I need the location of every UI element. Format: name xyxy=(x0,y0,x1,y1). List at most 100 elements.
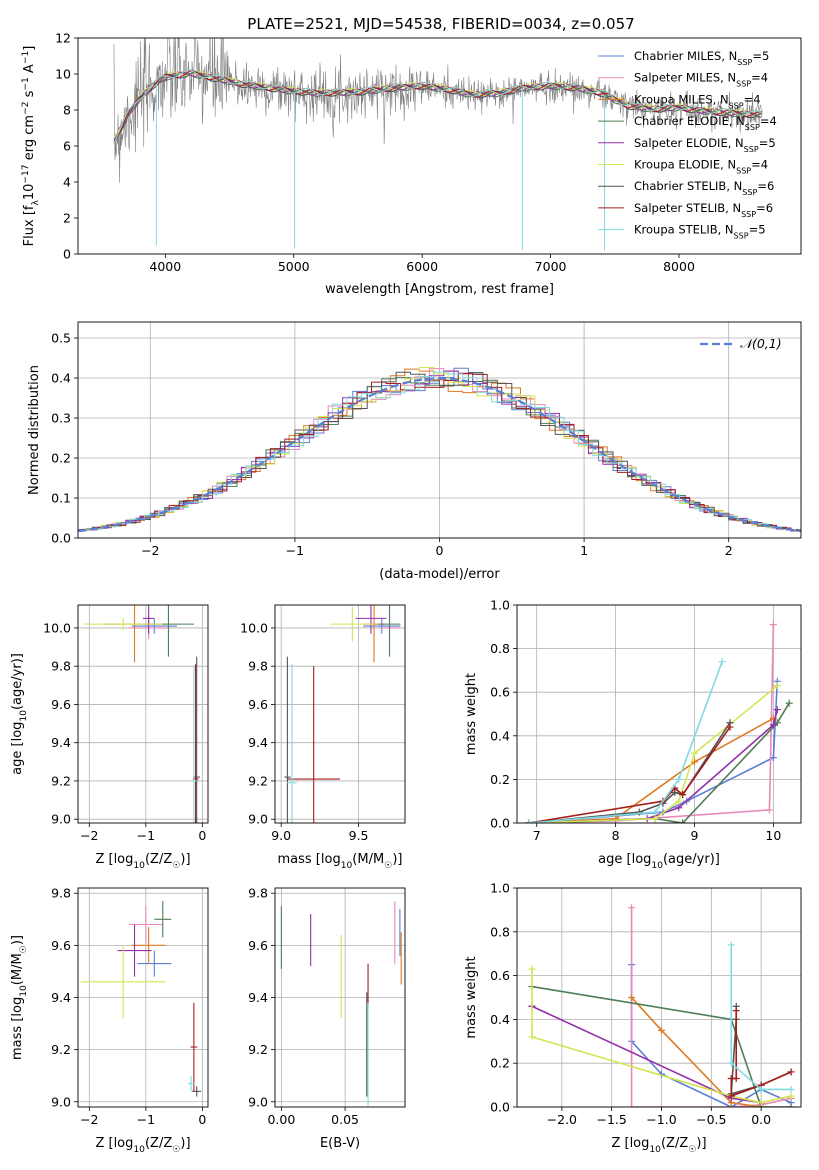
y-axis-label: mass weight xyxy=(464,673,479,755)
series-marker xyxy=(757,1099,765,1107)
y-tick-label: 1.0 xyxy=(490,598,510,613)
series-marker xyxy=(679,819,687,823)
x-tick-label: 0 xyxy=(198,1112,206,1127)
y-tick-label: 9.4 xyxy=(51,735,71,750)
x-tick-label: −2 xyxy=(80,1112,98,1127)
x-axis-label: (data-model)/error xyxy=(379,567,500,582)
x-tick-label: −1.0 xyxy=(646,1112,676,1127)
x-tick-label: −2 xyxy=(80,828,98,843)
y-tick-label: 0.2 xyxy=(51,451,71,466)
axes-border xyxy=(77,604,209,824)
x-tick-label: −1 xyxy=(286,543,304,558)
x-tick-label: 0.00 xyxy=(267,1112,295,1127)
y-tick-label: 9.0 xyxy=(51,1094,71,1109)
x-tick-label: 8 xyxy=(612,828,620,843)
series-marker xyxy=(675,797,683,805)
plot-area xyxy=(78,367,801,533)
series-marker xyxy=(635,808,643,816)
series-marker xyxy=(528,965,536,973)
axes-frame: 7 8 9 10 0.0 0.2 0.4 0.6 0.8 1.0 xyxy=(490,598,802,843)
series-marker xyxy=(773,682,781,690)
y-tick-label: 0.4 xyxy=(51,371,71,386)
legend-label: 𝒩(0,1) xyxy=(740,336,782,351)
x-axis-label: mass [log10(M/M☉)] xyxy=(278,852,403,871)
y-tick-label: 0.0 xyxy=(490,816,510,831)
mass-vs-metallicity-panel: −2 −1 0 9.0 9.2 9.4 9.6 9.8 Z [log10(Z/Z☉)] mass … xyxy=(10,886,209,1155)
y-axis-label: mass [log10(M/M☉)] xyxy=(10,935,29,1060)
x-tick-label: −0.5 xyxy=(696,1112,726,1127)
plot-area xyxy=(83,605,201,823)
x-tick-label: 9 xyxy=(691,828,699,843)
axes-frame: 9.0 9.5 9.0 9.2 9.4 9.6 9.8 10.0 xyxy=(240,604,406,843)
y-tick-label: 9.6 xyxy=(248,697,268,712)
legend-label: Salpeter ELODIE, NSSP=5 xyxy=(634,136,776,154)
y-tick-label: 4 xyxy=(63,175,71,190)
x-axis-label: Z [log10(Z/Z☉)] xyxy=(611,1136,706,1155)
y-tick-label: 9.4 xyxy=(51,990,71,1005)
y-tick-label: 9.6 xyxy=(248,938,268,953)
x-tick-label: 4000 xyxy=(149,259,181,274)
series-marker xyxy=(765,806,773,814)
y-axis-label: age [log10(age/yr)] xyxy=(10,653,29,775)
axes-frame: −2 −1 0 1 2 0.0 0.1 0.2 0.3 0.4 0.5 xyxy=(51,321,802,558)
y-tick-label: 9.2 xyxy=(248,1042,268,1057)
series-marker xyxy=(727,941,735,949)
axes-frame: −2 −1 0 9.0 9.2 9.4 9.6 9.8 10.0 xyxy=(43,604,209,843)
series-line xyxy=(531,985,792,1107)
y-tick-label: 0.8 xyxy=(490,641,510,656)
plot-area xyxy=(113,38,763,251)
series-marker xyxy=(787,1085,795,1093)
series-marker xyxy=(727,1075,735,1083)
series-marker xyxy=(785,699,793,707)
series-line xyxy=(631,996,762,1107)
y-tick-label: 0.4 xyxy=(490,1012,510,1027)
plot-area xyxy=(280,901,402,1107)
histogram-step xyxy=(78,371,801,533)
y-tick-label: 0.2 xyxy=(490,772,510,787)
series-marker xyxy=(628,994,636,1001)
y-tick-label: 0.2 xyxy=(490,1056,510,1071)
series-marker xyxy=(787,1092,795,1100)
legend-label: Chabrier STELIB, NSSP=6 xyxy=(634,179,774,197)
x-tick-label: −2 xyxy=(141,543,159,558)
y-tick-label: 9.2 xyxy=(248,773,268,788)
x-tick-label: 10 xyxy=(765,828,781,843)
series-marker xyxy=(727,1059,735,1067)
plot-area xyxy=(528,904,795,1107)
x-tick-label: 9.0 xyxy=(271,828,291,843)
series-marker xyxy=(657,1026,665,1034)
residuals-panel: −2 −1 0 1 2 0.0 0.1 0.2 0.3 0.4 0.5 𝒩(0,1) (data-mod… xyxy=(27,321,802,582)
series-marker xyxy=(679,791,687,799)
y-tick-label: 1.0 xyxy=(490,881,510,896)
series-marker xyxy=(718,658,726,666)
axes-border xyxy=(516,604,802,824)
x-axis-label: E(B-V) xyxy=(320,1136,360,1151)
plot-area xyxy=(80,901,202,1097)
x-tick-label: −2.0 xyxy=(547,1112,577,1127)
y-tick-label: 8 xyxy=(63,103,71,118)
y-tick-label: 2 xyxy=(63,211,71,226)
series-marker xyxy=(727,1092,735,1100)
legend-label: Salpeter STELIB, NSSP=6 xyxy=(634,201,773,219)
legend-label: Chabrier ELODIE, NSSP=4 xyxy=(634,114,777,132)
model-line xyxy=(113,69,762,144)
y-tick-label: 9.2 xyxy=(51,773,71,788)
y-tick-label: 0.1 xyxy=(51,491,71,506)
series-marker xyxy=(773,706,781,714)
y-tick-label: 9.2 xyxy=(51,1042,71,1057)
axes-border xyxy=(516,887,802,1108)
x-axis-label: age [log10(age/yr)] xyxy=(598,852,720,871)
y-tick-label: 10.0 xyxy=(43,620,71,635)
legend-label: Kroupa MILES, NSSP=4 xyxy=(634,92,761,110)
y-tick-label: 10 xyxy=(55,67,71,82)
data-spectrum-line xyxy=(113,38,763,183)
x-tick-label: −1 xyxy=(137,828,155,843)
y-tick-label: 0.0 xyxy=(51,531,71,546)
legend-label: Salpeter MILES, NSSP=4 xyxy=(634,71,768,89)
y-tick-label: 9.0 xyxy=(248,812,268,827)
axes-frame: −2 −1 0 9.0 9.2 9.4 9.6 9.8 xyxy=(51,886,209,1127)
y-tick-label: 0.5 xyxy=(51,331,71,346)
figure-title: PLATE=2521, MJD=54538, FIBERID=0034, z=0… xyxy=(247,15,634,33)
series-marker xyxy=(732,1007,740,1015)
